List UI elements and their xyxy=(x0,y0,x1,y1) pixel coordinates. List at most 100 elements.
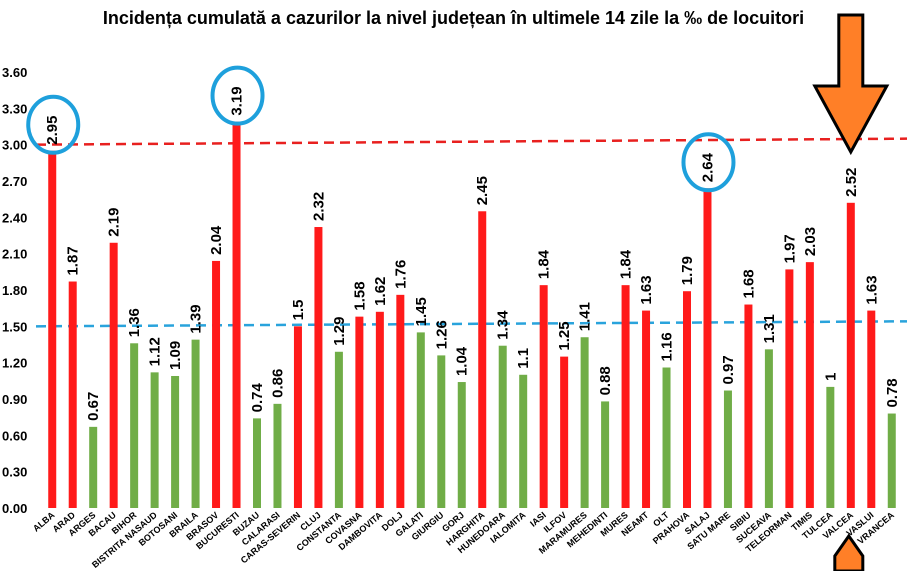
y-tick-label: 0.90 xyxy=(2,392,27,407)
bar xyxy=(130,343,139,508)
up-arrow xyxy=(833,533,865,571)
data-label: 1.34 xyxy=(495,310,512,340)
data-label: 1.36 xyxy=(126,308,143,337)
y-tick-label: 0.30 xyxy=(2,465,27,480)
bar xyxy=(744,304,753,508)
bar xyxy=(764,349,773,508)
data-label: 1.16 xyxy=(659,332,676,361)
bar xyxy=(601,401,610,508)
data-label: 0.97 xyxy=(720,355,737,384)
y-tick-label: 2.10 xyxy=(2,247,27,262)
bar xyxy=(846,202,855,509)
bar xyxy=(273,403,282,508)
data-label: 2.04 xyxy=(208,225,225,255)
y-tick-label: 2.40 xyxy=(2,210,27,225)
reference-line xyxy=(35,320,907,328)
bar xyxy=(621,285,630,508)
data-label: 1.12 xyxy=(147,337,164,366)
data-label: 1.09 xyxy=(167,341,184,370)
data-label: 3.19 xyxy=(229,86,246,115)
data-label: 1.45 xyxy=(413,297,430,326)
data-label: 1 xyxy=(822,373,839,381)
y-tick-label: 0.00 xyxy=(2,501,27,516)
data-label: 2.32 xyxy=(310,192,327,221)
bar xyxy=(580,337,589,508)
bar xyxy=(150,372,159,508)
y-tick-label: 3.00 xyxy=(2,138,27,153)
bar xyxy=(232,121,241,509)
bar xyxy=(253,418,261,508)
data-label: 1.26 xyxy=(433,320,450,349)
bar xyxy=(683,291,691,508)
data-label: 1.58 xyxy=(351,281,368,310)
data-label: 1.62 xyxy=(372,277,389,306)
bar xyxy=(293,326,302,508)
data-label: 1.1 xyxy=(515,348,532,369)
bar xyxy=(723,390,732,508)
data-label: 1.84 xyxy=(618,249,635,279)
bar xyxy=(785,269,794,508)
bar xyxy=(887,413,896,508)
data-label: 1.87 xyxy=(65,246,82,275)
chart-title: Incidența cumulată a cazurilor la nivel … xyxy=(102,8,805,28)
y-tick-label: 0.60 xyxy=(2,428,27,443)
highlight-circle xyxy=(210,65,265,126)
bar xyxy=(867,310,876,508)
bar xyxy=(334,351,343,508)
data-label: 1.25 xyxy=(556,321,573,350)
data-label: 1.76 xyxy=(392,260,409,289)
data-label: 2.03 xyxy=(802,227,819,256)
data-label: 1.68 xyxy=(740,269,757,298)
bar xyxy=(212,260,221,508)
data-label: 1.79 xyxy=(679,256,696,285)
bar xyxy=(478,211,487,508)
data-label: 2.19 xyxy=(106,208,123,237)
bar xyxy=(375,311,384,508)
data-label: 1.41 xyxy=(577,302,594,331)
data-label: 1.29 xyxy=(331,317,348,346)
bar xyxy=(191,339,200,508)
bar xyxy=(89,426,98,508)
data-label: 1.63 xyxy=(638,275,655,304)
data-label: 1.63 xyxy=(863,275,880,304)
y-tick-label: 2.70 xyxy=(2,174,27,189)
bar xyxy=(826,386,835,508)
highlight-circle xyxy=(681,132,736,193)
bar xyxy=(48,150,57,508)
arrows xyxy=(812,13,890,571)
highlight-circles xyxy=(26,65,736,193)
data-label: 1.97 xyxy=(781,234,798,263)
highlight-circle xyxy=(26,94,81,155)
bar xyxy=(519,374,528,508)
bar xyxy=(396,294,405,508)
data-label: 1.5 xyxy=(290,299,307,320)
data-label: 2.52 xyxy=(843,168,860,197)
bar xyxy=(703,188,712,508)
data-label: 0.67 xyxy=(85,392,102,421)
y-tick-label: 1.50 xyxy=(2,319,27,334)
data-label: 1.39 xyxy=(188,304,205,333)
reference-lines xyxy=(35,137,907,328)
reference-line xyxy=(35,137,907,146)
bar xyxy=(314,227,323,508)
bar xyxy=(109,242,118,508)
data-labels: 2.95 1.87 0.67 2.19 1.361.12 1.091.39 2.04 3.19… xyxy=(44,86,901,420)
y-tick-label: 3.60 xyxy=(2,65,27,80)
data-label: 2.95 xyxy=(44,116,61,145)
data-label: 0.78 xyxy=(884,378,901,407)
data-label: 0.88 xyxy=(597,366,614,395)
bar xyxy=(355,316,364,508)
bar xyxy=(171,375,180,508)
y-tick-label: 3.30 xyxy=(2,101,27,116)
bar xyxy=(68,281,77,508)
bar xyxy=(805,262,814,508)
bar xyxy=(498,345,507,508)
bar xyxy=(457,382,466,508)
data-label: 0.86 xyxy=(269,369,286,398)
data-label: 2.45 xyxy=(474,176,491,205)
data-label: 2.64 xyxy=(699,152,716,182)
y-tick-label: 1.20 xyxy=(2,356,27,371)
y-axis: 0.00 0.30 0.60 0.90 1.20 1.50 1.80 2.10 2.40 2.70… xyxy=(2,65,27,516)
bars xyxy=(48,121,896,509)
